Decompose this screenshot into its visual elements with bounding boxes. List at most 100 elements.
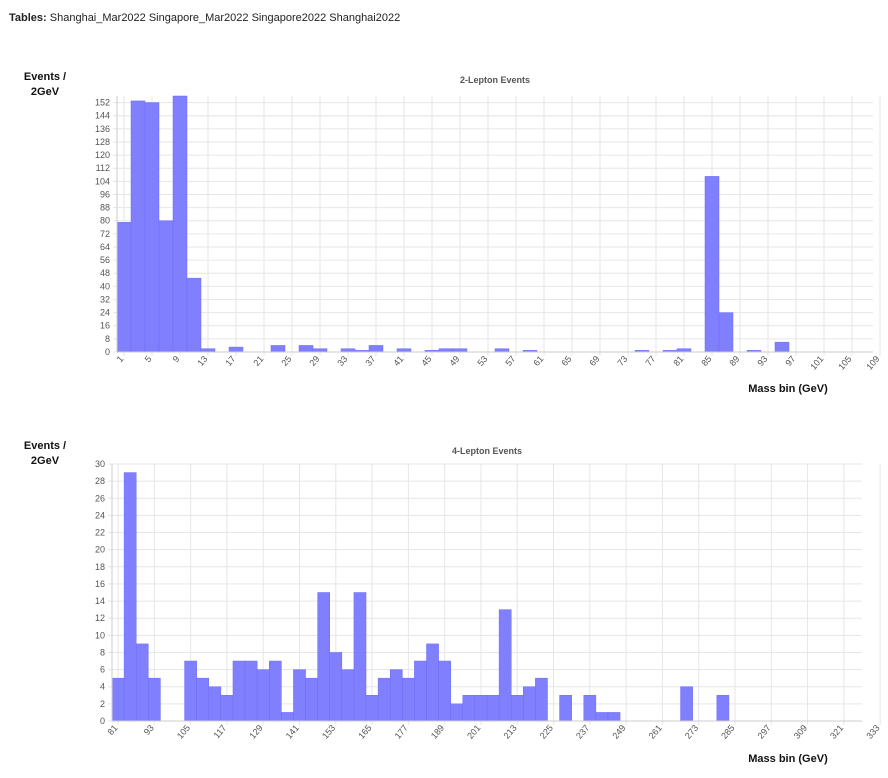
chart1-ytick-label: 24	[100, 308, 110, 318]
chart1-xtick-label: 77	[643, 354, 657, 368]
chart1-ytick-label: 112	[96, 163, 110, 173]
chart2-ytick-label: 10	[95, 630, 105, 640]
chart1-xtick-label: 73	[615, 354, 629, 368]
chart1-xtick-label: 5	[143, 354, 154, 364]
chart2-bar	[559, 695, 572, 722]
chart2-bar	[486, 695, 500, 722]
chart1-xtick-label: 33	[335, 354, 349, 368]
chart2-ytick-label: 0	[100, 716, 105, 726]
chart1-xtick-label: 69	[587, 354, 601, 368]
chart1-xtick-label: 9	[171, 354, 182, 364]
chart2-bar	[353, 592, 367, 722]
chart1-ylabel-line2: 2GeV	[30, 86, 60, 98]
chart2-bar	[426, 643, 439, 722]
chart2-xtick-label: 333	[864, 723, 881, 741]
chart2-bar	[498, 609, 512, 722]
chart1-ytick-label: 88	[100, 203, 110, 213]
chart2-ytick-label: 2	[100, 699, 105, 709]
chart1-ytick-label: 152	[95, 98, 110, 108]
chart1-ytick-label: 56	[100, 255, 110, 265]
chart2-bar	[111, 677, 125, 722]
chart1-ytick-label: 136	[95, 124, 110, 134]
chart1-xtick-label: 13	[195, 354, 209, 368]
chart2-ytick-label: 22	[95, 528, 105, 538]
chart2-ytick-label: 14	[95, 596, 105, 606]
chart2-xtick-label: 225	[538, 723, 555, 741]
chart2-bar	[148, 677, 161, 722]
chart1-xtick-label: 17	[223, 354, 237, 368]
chart1-xtick-label: 57	[503, 354, 517, 368]
chart2-bar	[389, 669, 403, 722]
chart2-xtick-label: 321	[828, 723, 845, 741]
chart1-ytick-label: 40	[100, 281, 110, 291]
chart1-xtick-label: 85	[699, 354, 713, 368]
chart2-xtick-label: 201	[465, 723, 482, 741]
chart2-xtick-label: 297	[755, 723, 772, 741]
chart1-ytick-label: 144	[95, 111, 110, 121]
chart2-xtick-label: 165	[356, 723, 373, 741]
chart1-ytick-label: 104	[95, 176, 110, 186]
chart2-bar	[450, 703, 464, 722]
chart2-bar	[607, 712, 621, 722]
chart1-xtick-label: 45	[419, 354, 433, 368]
chart2-bar	[244, 660, 258, 722]
chart2-bar	[305, 677, 318, 722]
chart2-bar	[523, 686, 536, 722]
chart2-xtick-label: 261	[647, 723, 664, 741]
chart2-ytick-label: 16	[95, 579, 105, 589]
chart1-xtick-label: 29	[307, 354, 321, 368]
chart2-ytick-label: 24	[95, 510, 105, 520]
chart1-ytick-label: 0	[105, 347, 110, 357]
chart2-ytick-label: 6	[100, 665, 105, 675]
chart2-bar	[462, 695, 476, 722]
chart2-xtick-label: 117	[212, 723, 229, 740]
chart1-xtick-label: 97	[783, 354, 797, 368]
chart2-bar	[365, 695, 379, 722]
chart2-bar	[680, 686, 693, 722]
chart1-xtick-label: 41	[391, 354, 405, 368]
chart2-xtick-label: 129	[247, 723, 264, 741]
chart2-ytick-label: 30	[95, 459, 105, 469]
chart2-bar	[220, 695, 234, 722]
chart2-xtick-label: 237	[574, 723, 591, 741]
chart2-bar	[595, 712, 609, 722]
chart2-bar	[329, 652, 343, 722]
chart1-xtick-label: 89	[727, 354, 741, 368]
chart1-ytick-label: 32	[100, 294, 110, 304]
chart2-ytick-label: 12	[95, 613, 105, 623]
chart2-xtick-label: 93	[142, 723, 156, 737]
chart2-xtick-label: 273	[683, 723, 700, 741]
chart2-xtick-label: 213	[501, 723, 518, 741]
chart2-ytick-label: 4	[100, 682, 105, 692]
chart2-bar	[510, 695, 524, 722]
chart2-bar	[716, 695, 730, 722]
chart1-xtick-label: 65	[559, 354, 573, 368]
chart2-bar	[438, 660, 451, 722]
chart1-ytick-label: 120	[95, 150, 110, 160]
chart2-bar	[341, 669, 355, 722]
chart2-bar	[123, 472, 137, 722]
chart2-xtick-label: 189	[429, 723, 446, 741]
chart2-bar	[414, 660, 427, 722]
chart2-bar	[208, 686, 222, 722]
chart2-xtick-label: 249	[610, 723, 627, 741]
chart2-xlabel: Mass bin (GeV)	[748, 753, 828, 765]
chart2-bar	[135, 643, 149, 722]
chart2-bar	[474, 695, 488, 722]
chart1-ytick-label: 80	[100, 216, 110, 226]
chart2-xtick-label: 105	[175, 723, 192, 741]
chart2-xtick-label: 177	[393, 723, 410, 741]
chart2-ytick-label: 18	[95, 562, 105, 572]
chart1-ytick-label: 8	[105, 334, 110, 344]
chart2-xtick-label: 153	[320, 723, 337, 741]
chart1-ylabel: Events / 2GeV	[17, 70, 73, 100]
chart1-ytick-label: 128	[95, 137, 110, 147]
chart2-bar	[269, 660, 282, 722]
chart2-ytick-label: 26	[95, 493, 105, 503]
chart1-ytick-label: 72	[100, 229, 110, 239]
chart2-bar	[377, 677, 391, 722]
chart2-bar	[196, 677, 210, 722]
chart1-xtick-label: 93	[755, 354, 769, 368]
